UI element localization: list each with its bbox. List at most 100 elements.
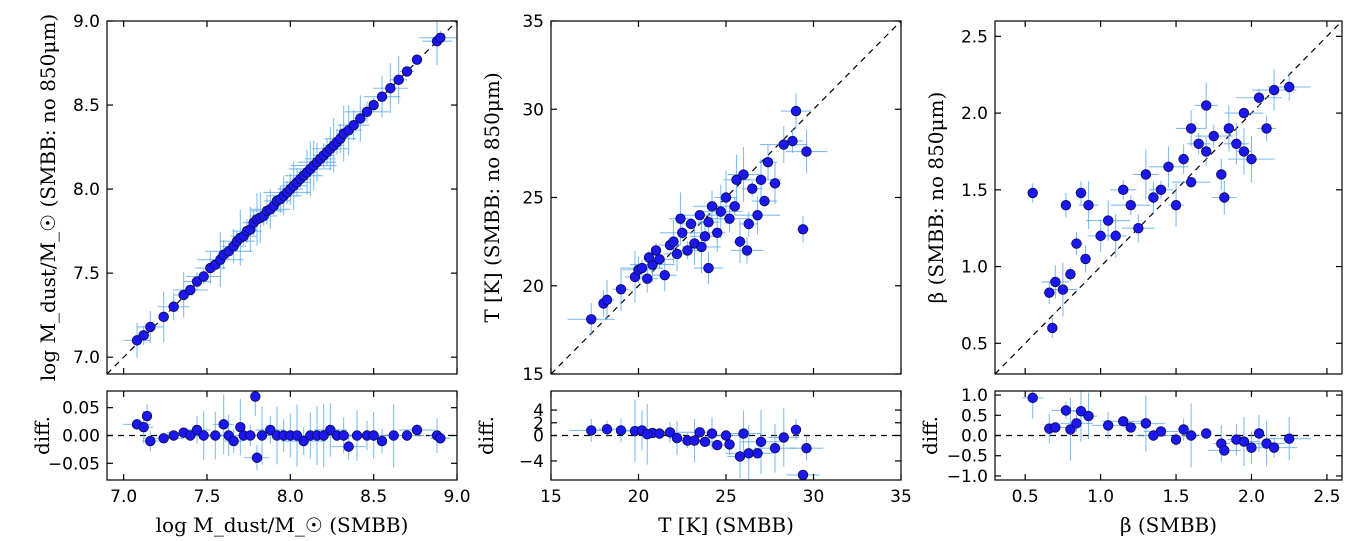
y-tick-label: 8.0 <box>73 180 100 200</box>
y-tick-label: 9.0 <box>73 12 100 32</box>
data-point <box>141 410 153 422</box>
data-point <box>738 169 749 180</box>
data-point <box>318 430 329 441</box>
x-tick-label: 7.5 <box>193 487 220 507</box>
data-point <box>385 83 396 94</box>
y-tick-label: 0 <box>533 427 544 447</box>
data-point <box>435 433 446 444</box>
data-point <box>755 436 767 448</box>
data-point <box>738 428 749 439</box>
plot-area <box>995 21 1342 374</box>
y-tick-label: 7.5 <box>73 264 100 284</box>
data-point <box>145 321 156 333</box>
data-point <box>1118 184 1129 196</box>
data-point <box>1148 192 1159 203</box>
y-axis-label: β (SMBB: no 850μm) <box>924 92 948 304</box>
data-point <box>715 206 726 217</box>
data-point <box>355 113 366 124</box>
data-point <box>1047 322 1058 334</box>
data-point <box>138 330 149 341</box>
data-point <box>1268 442 1280 453</box>
data-point <box>790 424 802 435</box>
data-point <box>724 213 735 224</box>
data-point <box>1075 187 1087 199</box>
data-point <box>198 271 209 282</box>
data-point <box>210 430 221 441</box>
data-point <box>734 451 746 462</box>
data-point <box>411 54 423 65</box>
data-point <box>586 314 597 325</box>
data-point <box>1102 420 1114 431</box>
data-point <box>1170 434 1182 445</box>
data-point <box>1238 107 1250 119</box>
data-point <box>650 245 662 256</box>
data-point <box>720 192 732 203</box>
x-tick-label: 7.0 <box>110 487 137 507</box>
data-point <box>325 424 336 436</box>
x-axis-label: T [K] (SMBB) <box>658 513 794 537</box>
data-point <box>298 435 309 447</box>
data-point <box>168 430 179 441</box>
y-tick-label: 2.5 <box>961 27 988 47</box>
data-point <box>376 91 388 102</box>
data-point <box>668 236 679 247</box>
data-point <box>712 439 723 451</box>
data-point <box>778 432 789 443</box>
data-point <box>615 284 627 295</box>
y-tick-label: 25 <box>522 189 544 209</box>
data-point <box>601 294 613 306</box>
data-point <box>1148 430 1159 441</box>
data-point <box>671 432 683 444</box>
x-tick-label: 35 <box>890 487 912 507</box>
data-point <box>1163 161 1174 173</box>
data-point <box>1065 269 1076 280</box>
data-point <box>1246 153 1257 165</box>
y-tick-label: −0.5 <box>947 447 988 467</box>
data-point <box>1253 92 1265 103</box>
y-tick-label: 2 <box>533 414 544 434</box>
y-axis-label: diff. <box>474 416 498 455</box>
x-tick-label: 1.5 <box>1163 487 1190 507</box>
x-tick-label: 9.0 <box>443 487 470 507</box>
data-point <box>787 135 798 147</box>
data-point <box>1140 169 1152 180</box>
data-point <box>643 252 655 263</box>
data-point <box>1223 123 1235 134</box>
data-point <box>797 224 809 235</box>
one-to-one-line <box>551 21 901 374</box>
x-tick-label: 20 <box>628 487 650 507</box>
panel-5: 0.51.01.52.02.5β (SMBB: no 850μm)β (SMBB… <box>924 20 1343 537</box>
x-tick-label: 2.0 <box>1238 487 1265 507</box>
data-point <box>1071 238 1082 249</box>
data-point <box>615 425 627 436</box>
data-point <box>1110 230 1121 242</box>
data-point <box>1261 123 1272 134</box>
y-tick-label: 0.5 <box>961 334 988 354</box>
data-point <box>185 430 196 441</box>
data-point <box>1231 138 1242 149</box>
data-point <box>158 311 169 323</box>
data-point <box>218 419 229 430</box>
data-point <box>1083 410 1094 422</box>
data-point <box>1253 428 1265 439</box>
data-point <box>677 227 688 239</box>
data-point <box>1057 284 1069 295</box>
data-point <box>1238 436 1250 447</box>
data-point <box>1283 433 1295 444</box>
data-point <box>642 429 653 440</box>
y-tick-label: 15 <box>522 365 544 385</box>
y-tick-label: 30 <box>522 100 544 120</box>
data-point <box>368 430 379 441</box>
data-point <box>435 32 446 44</box>
y-tick-label: −0.05 <box>48 454 100 474</box>
data-point <box>694 427 705 438</box>
data-point <box>1155 184 1167 196</box>
x-axis-label: log M_dust/M_☉ (SMBB) <box>156 513 409 537</box>
x-axis-label: β (SMBB) <box>1120 513 1217 537</box>
y-axis-label: diff. <box>30 416 54 455</box>
data-point <box>1216 169 1227 180</box>
data-point <box>671 248 683 260</box>
y-tick-label: 20 <box>522 277 544 297</box>
panel-3: 15 20 25 30 35 T [K] (SMBB: no 850μm) T [K] (S… <box>480 12 902 537</box>
